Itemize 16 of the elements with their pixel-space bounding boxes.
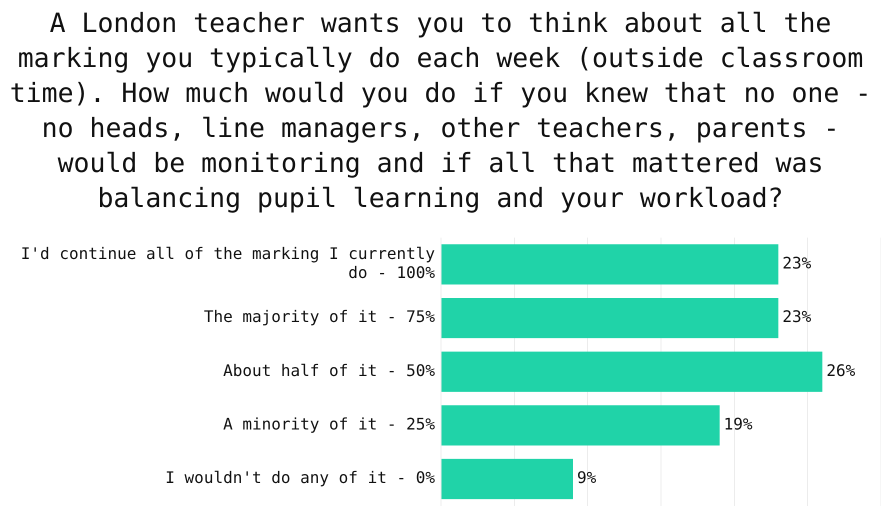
y-tick-label: About half of it - 50% xyxy=(223,360,436,380)
y-tick-label: A minority of it - 25% xyxy=(223,414,436,434)
data-label: 23% xyxy=(782,254,812,273)
data-label: 9% xyxy=(577,468,597,488)
data-label: 23% xyxy=(782,307,812,326)
y-tick-label: I'd continue all of the marking I currently do - 100% xyxy=(20,244,436,282)
bar xyxy=(442,458,573,500)
data-label: 19% xyxy=(724,414,753,434)
chart-title: A London teacher wants you to think about all the marking you typically do each week (outside classroom time). How much would you do if you knew that no one - no heads, line managers, other teachers, parents - would be monitoring and if all that mattered was balancing pupil learning and your workload? xyxy=(8,7,872,216)
y-tick-label: I wouldn't do any of it - 0% xyxy=(165,468,436,488)
data-label: 26% xyxy=(826,360,856,380)
bar xyxy=(442,405,720,446)
y-tick-label: The majority of it - 75% xyxy=(204,307,436,326)
bar xyxy=(442,244,778,285)
bar xyxy=(442,298,778,338)
bar xyxy=(442,352,822,392)
